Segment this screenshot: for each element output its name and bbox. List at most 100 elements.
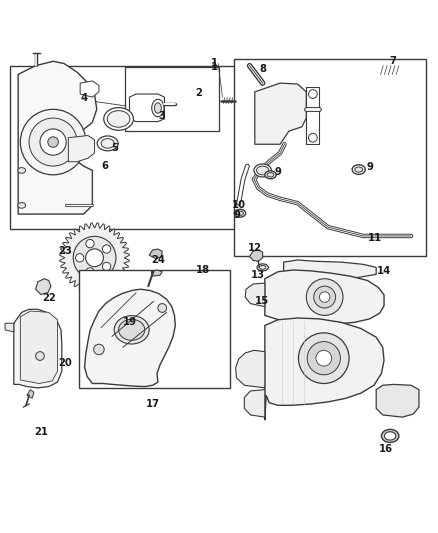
Text: 4: 4 [81,93,88,103]
Polygon shape [255,83,306,144]
Bar [79,270,230,388]
Ellipse shape [104,108,134,130]
Text: 22: 22 [43,293,57,303]
Circle shape [20,109,86,175]
Text: 9: 9 [275,167,281,177]
Text: 10: 10 [232,199,246,209]
Text: 1: 1 [211,62,218,72]
Ellipse shape [259,265,266,269]
Circle shape [86,249,103,266]
Polygon shape [376,63,408,77]
Ellipse shape [381,430,399,442]
Text: 8: 8 [259,64,266,74]
Polygon shape [130,94,164,122]
Bar [125,67,219,131]
Polygon shape [306,87,319,144]
Text: 16: 16 [379,444,393,454]
Ellipse shape [265,171,276,179]
Ellipse shape [97,136,118,151]
Text: 15: 15 [255,296,269,305]
Bar [234,59,426,256]
Text: 9: 9 [366,162,373,172]
Polygon shape [27,390,34,398]
Ellipse shape [257,264,268,271]
Polygon shape [236,350,265,388]
Circle shape [102,245,111,253]
Polygon shape [85,289,175,386]
Text: 7: 7 [389,56,396,66]
Circle shape [29,118,77,166]
Ellipse shape [18,203,25,208]
Polygon shape [265,270,384,324]
Text: 18: 18 [195,265,209,275]
Circle shape [102,262,111,271]
Ellipse shape [234,209,246,217]
Circle shape [94,344,104,354]
Circle shape [316,350,332,366]
Text: 14: 14 [377,266,391,276]
Polygon shape [284,260,376,279]
Polygon shape [245,283,265,306]
Ellipse shape [119,319,145,340]
Polygon shape [20,311,57,384]
Ellipse shape [154,103,161,113]
Text: 24: 24 [151,255,165,265]
Ellipse shape [352,165,365,174]
Ellipse shape [355,167,363,172]
Ellipse shape [267,173,274,177]
Circle shape [73,237,116,279]
Polygon shape [376,384,419,417]
Ellipse shape [237,211,244,215]
Circle shape [307,342,340,375]
Ellipse shape [107,111,130,127]
Ellipse shape [385,432,396,440]
Polygon shape [60,223,129,293]
Text: 21: 21 [34,426,48,437]
Text: 12: 12 [248,243,262,253]
Circle shape [306,279,343,316]
Text: 20: 20 [58,358,72,368]
Polygon shape [265,318,384,420]
Circle shape [158,304,166,312]
Ellipse shape [18,167,25,173]
Text: 6: 6 [101,161,108,171]
Circle shape [76,254,84,262]
Polygon shape [5,323,14,332]
Ellipse shape [254,164,272,177]
Text: 3: 3 [159,111,166,122]
Text: 19: 19 [123,317,137,327]
Circle shape [319,292,330,302]
Text: 11: 11 [368,233,382,243]
Ellipse shape [152,99,164,117]
Polygon shape [80,81,99,97]
Text: 2: 2 [195,88,202,98]
Polygon shape [18,61,97,214]
Polygon shape [14,309,62,388]
Circle shape [298,333,349,384]
Polygon shape [35,279,51,294]
Text: 17: 17 [146,399,159,409]
Circle shape [48,137,58,147]
Circle shape [314,286,336,308]
Circle shape [40,129,66,155]
Polygon shape [244,390,265,417]
Bar [11,66,240,229]
Text: 1: 1 [211,58,218,68]
Circle shape [308,133,317,142]
Polygon shape [68,135,95,161]
Polygon shape [151,270,162,276]
Text: 5: 5 [112,143,119,153]
Ellipse shape [101,139,114,148]
Ellipse shape [114,316,149,344]
Polygon shape [250,250,263,261]
Circle shape [86,239,94,248]
Text: 9: 9 [234,210,241,220]
Circle shape [86,268,94,276]
Polygon shape [149,249,162,259]
Text: 23: 23 [58,246,72,256]
Ellipse shape [404,65,412,75]
Circle shape [308,90,317,99]
Circle shape [35,352,44,360]
Ellipse shape [257,166,269,175]
Text: 13: 13 [251,270,265,280]
